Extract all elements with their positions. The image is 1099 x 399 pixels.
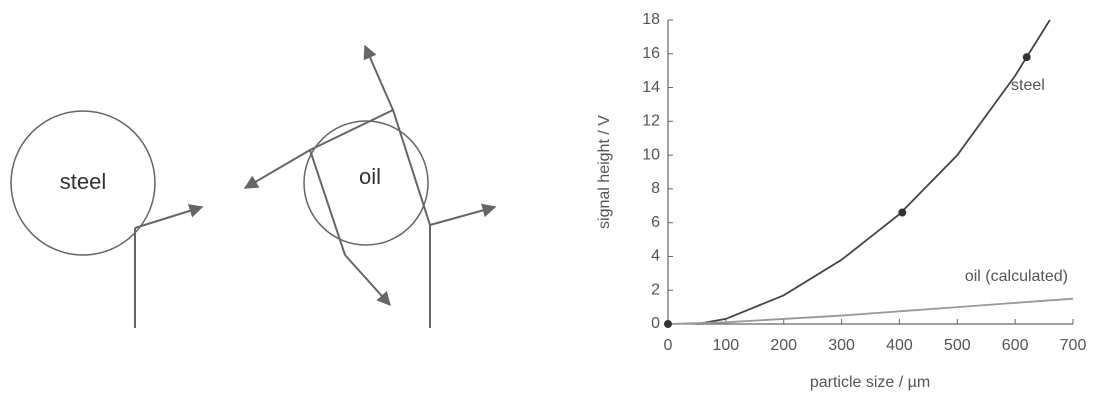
data-point bbox=[664, 320, 672, 328]
ray-arrow bbox=[135, 207, 202, 228]
x-axis-title: particle size / µm bbox=[810, 374, 930, 391]
y-tick-label: 8 bbox=[651, 180, 660, 197]
x-tick-label: 300 bbox=[828, 337, 855, 354]
figure: steel oil particle size / µm signal heig… bbox=[0, 0, 1099, 394]
ray-arrow bbox=[245, 150, 310, 188]
ray-arrow bbox=[430, 207, 495, 225]
particle-label: steel bbox=[60, 169, 106, 194]
data-point bbox=[1023, 53, 1031, 61]
particle-label: oil bbox=[359, 164, 381, 189]
x-tick-label: 400 bbox=[886, 337, 913, 354]
data-point bbox=[898, 209, 906, 217]
series-label: oil (calculated) bbox=[965, 268, 1068, 285]
y-tick-label: 6 bbox=[651, 214, 660, 231]
series-line bbox=[668, 299, 1073, 324]
y-tick-label: 14 bbox=[642, 79, 660, 96]
y-tick-label: 2 bbox=[651, 281, 660, 298]
y-axis-title: signal height / V bbox=[596, 115, 613, 229]
y-tick-label: 16 bbox=[642, 45, 660, 62]
y-tick-label: 18 bbox=[642, 11, 660, 28]
x-tick-label: 600 bbox=[1002, 337, 1029, 354]
ray-arrow bbox=[345, 255, 390, 305]
x-tick-label: 100 bbox=[713, 337, 740, 354]
x-tick-label: 200 bbox=[770, 337, 797, 354]
y-tick-label: 12 bbox=[642, 113, 660, 130]
ray bbox=[310, 110, 430, 328]
chart: particle size / µm signal height / V 0 2 4… bbox=[596, 11, 1086, 391]
diagram: steel oil bbox=[11, 46, 495, 328]
y-tick-label: 4 bbox=[651, 248, 660, 265]
y-tick-label: 10 bbox=[642, 146, 660, 163]
x-tick-label: 700 bbox=[1060, 337, 1087, 354]
ray-arrow bbox=[365, 46, 393, 110]
y-tick-label: 0 bbox=[651, 315, 660, 332]
x-tick-label: 0 bbox=[664, 337, 673, 354]
series-label: steel bbox=[1011, 77, 1045, 94]
x-tick-label: 500 bbox=[944, 337, 971, 354]
